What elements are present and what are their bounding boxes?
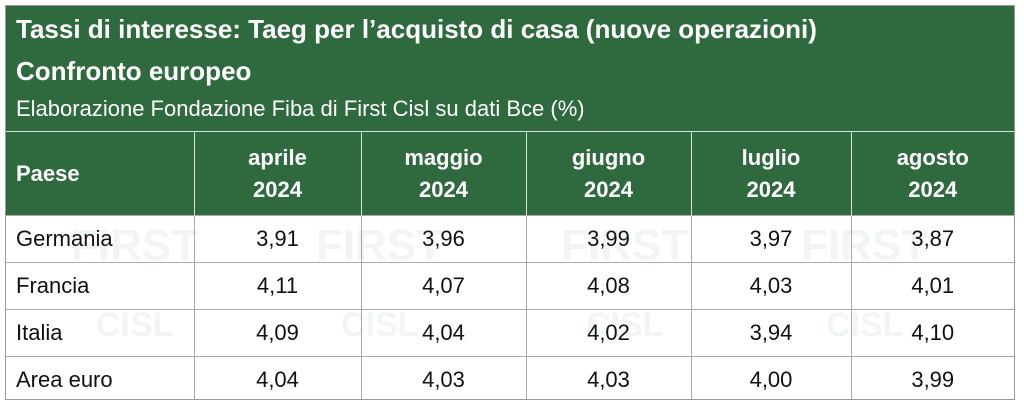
header-text: agosto <box>896 144 969 170</box>
subtitle: Elaborazione Fondazione Fiba di First Ci… <box>16 96 585 121</box>
title-band: Tassi di interesse: Taeg per l’acquisto … <box>6 6 1014 131</box>
rate-cell: 4,11 <box>193 262 361 310</box>
rate-cell: 4,03 <box>360 356 526 399</box>
country-cell: Germania <box>6 215 194 263</box>
header-text: 2024 <box>584 176 633 202</box>
rate-cell: 4,03 <box>525 356 691 399</box>
header-text: maggio <box>404 144 483 170</box>
column-header: aprile 2024 <box>193 131 361 216</box>
rate-cell: 3,96 <box>360 215 526 263</box>
rate-cell: 4,09 <box>193 309 361 357</box>
country-cell: Area euro <box>6 356 194 399</box>
rate-cell: 4,08 <box>525 262 691 310</box>
table-row: Area euro 4,04 4,03 4,03 4,00 3,99 <box>6 356 1014 399</box>
header-text: 2024 <box>746 176 796 202</box>
data-table: Paese aprile 2024 maggio 2024 giugno 2024 lugli… <box>6 131 1014 399</box>
title: Confronto europeo <box>16 56 252 86</box>
rate-cell: 4,07 <box>360 262 526 310</box>
rate-cell: 3,94 <box>690 309 851 357</box>
header-text: luglio <box>741 144 801 170</box>
header-text: 2024 <box>908 176 958 202</box>
column-header: Paese <box>6 131 194 216</box>
rate-cell: 4,01 <box>850 262 1014 310</box>
title: Tassi di interesse: Taeg per l’acquisto … <box>16 14 817 44</box>
rate-cell: 3,97 <box>690 215 851 263</box>
rate-cell: 4,03 <box>690 262 851 310</box>
rate-cell: 3,99 <box>525 215 691 263</box>
table-row: Italia 4,09 4,04 4,02 3,94 4,10 <box>6 309 1014 357</box>
country-cell: Francia <box>6 262 194 310</box>
table-row: Francia 4,11 4,07 4,08 4,03 4,01 <box>6 262 1014 310</box>
header-text: 2024 <box>419 176 468 202</box>
column-header: agosto 2024 <box>850 131 1014 216</box>
rate-cell: 3,99 <box>850 356 1014 399</box>
rate-cell: 3,91 <box>193 215 361 263</box>
table-card: Tassi di interesse: Taeg per l’acquisto … <box>5 5 1015 400</box>
rate-cell: 4,00 <box>690 356 851 399</box>
header-text: Paese <box>16 160 80 186</box>
header-text: giugno <box>571 144 646 170</box>
header-text: 2024 <box>253 176 302 202</box>
rate-cell: 4,04 <box>193 356 361 399</box>
rate-cell: 4,02 <box>525 309 691 357</box>
table-row: Germania 3,91 3,96 3,99 3,97 3,87 <box>6 215 1014 263</box>
header-text: aprile <box>248 144 307 170</box>
rate-cell: 3,87 <box>850 215 1014 263</box>
country-cell: Italia <box>6 309 194 357</box>
column-header: luglio 2024 <box>690 131 851 216</box>
rate-cell: 4,04 <box>360 309 526 357</box>
column-header: maggio 2024 <box>360 131 526 216</box>
column-header: giugno 2024 <box>525 131 691 216</box>
rate-cell: 4,10 <box>850 309 1014 357</box>
